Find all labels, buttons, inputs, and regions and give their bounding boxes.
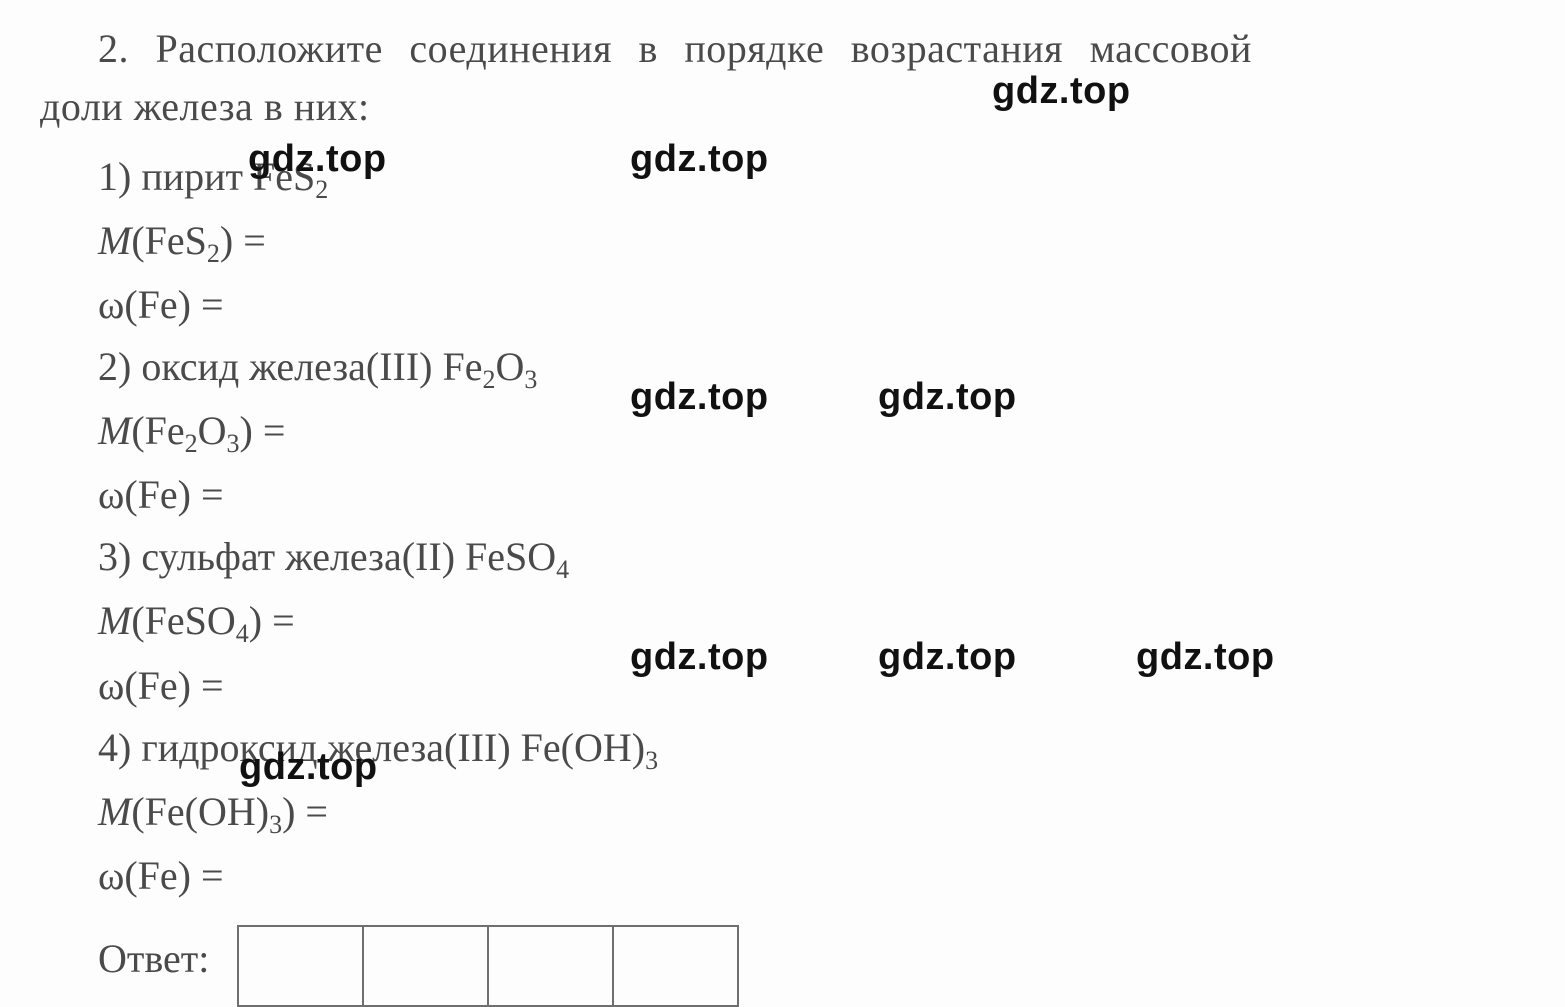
exercise-number: 2. [98,26,129,71]
item-2-omega: ω(Fe) = [98,464,1525,526]
answer-cell-4[interactable] [614,927,739,1005]
answer-cell-2[interactable] [364,927,489,1005]
intro-block: 2. Расположите соединения в порядке возр… [40,20,1525,136]
item-1-molar: M(FeS2) = [98,210,1525,274]
item-4-label: 4) гидроксид железа(III) Fe(OH)3 [98,717,1525,781]
item-4-omega: ω(Fe) = [98,845,1525,907]
exercise-page: 2. Расположите соединения в порядке возр… [0,0,1565,854]
answer-label: Ответ: [98,925,209,982]
answer-cell-3[interactable] [489,927,614,1005]
item-3-label: 3) сульфат железа(II) FeSO4 [98,526,1525,590]
answer-boxes [237,925,739,1007]
item-4-molar: M(Fe(OH)3) = [98,781,1525,845]
item-2-molar: M(Fe2O3) = [98,400,1525,464]
item-3-omega: ω(Fe) = [98,655,1525,717]
intro-line-1: 2. Расположите соединения в порядке возр… [40,20,1525,78]
item-1-omega: ω(Fe) = [98,274,1525,336]
answer-cell-1[interactable] [239,927,364,1005]
item-2-label: 2) оксид железа(III) Fe2O3 [98,336,1525,400]
answer-row: Ответ: [40,925,1525,1007]
items-block: 1) пирит FeS2 M(FeS2) = ω(Fe) = 2) оксид… [40,146,1525,907]
intro-text-1: Расположите соединения в порядке возраст… [156,26,1252,71]
item-3-molar: M(FeSO4) = [98,590,1525,654]
intro-line-2: доли железа в них: [40,78,1525,136]
item-1-label: 1) пирит FeS2 [98,146,1525,210]
